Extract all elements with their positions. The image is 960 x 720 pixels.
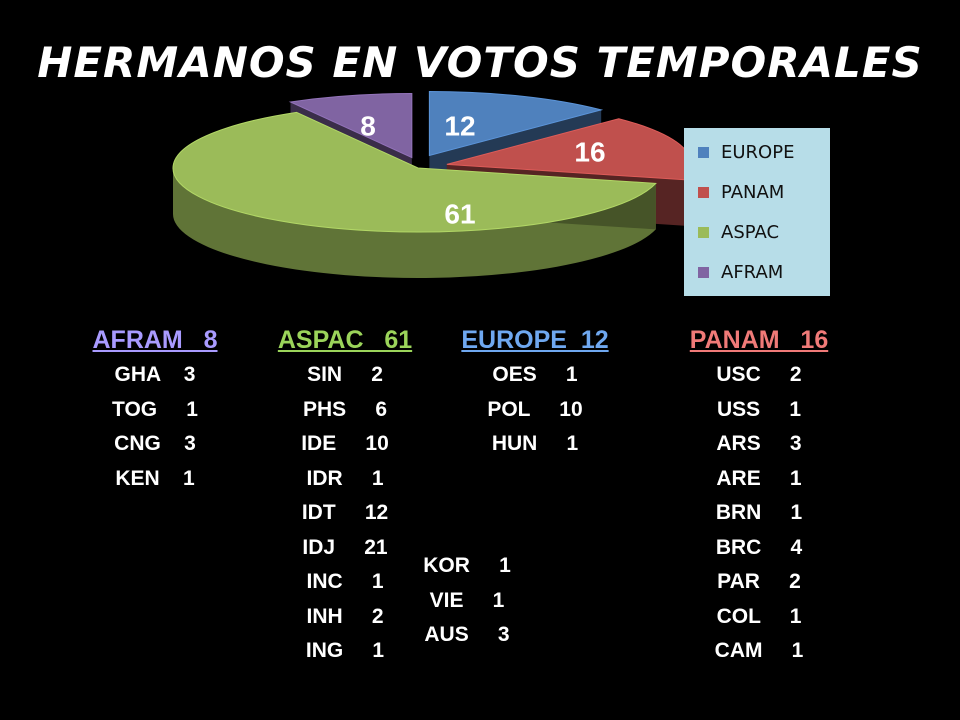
legend-swatch — [698, 226, 709, 238]
country-row: CAM 1 — [714, 639, 804, 662]
country-row: SIN 2 — [307, 363, 383, 386]
legend-entry-panam: PANAM — [698, 180, 784, 204]
country-row: HUN 1 — [491, 432, 579, 455]
country-row: USC 2 — [716, 363, 802, 386]
country-row: IDE 10 — [301, 432, 389, 455]
country-row: IDT 12 — [301, 501, 389, 524]
column-header: AFRAM 8 — [92, 326, 218, 354]
legend-label: AFRAM — [721, 261, 784, 283]
legend-entry-afram: AFRAM — [698, 260, 783, 284]
legend-label: EUROPE — [721, 141, 795, 163]
chart-legend: EUROPE PANAM ASPAC AFRAM — [684, 128, 830, 296]
country-row: COL 1 — [716, 604, 802, 628]
column-panam: PANAM 16 USC 2 USS 1 ARS 3 ARE 1 BRN 1 BRC 4 PA… — [664, 322, 854, 669]
legend-label: ASPAC — [721, 221, 780, 243]
country-row: IDR 1 — [306, 466, 384, 490]
country-row: ARE 1 — [716, 466, 802, 490]
column-europe-extra: KOR 1 VIE 1 AUS 3 — [372, 549, 562, 653]
country-row: ING 1 — [305, 639, 385, 662]
legend-entry-europe: EUROPE — [698, 140, 794, 164]
country-row: CNG 3 — [114, 432, 196, 455]
column-europe: EUROPE 12 OES 1 POL 10 HUN 1 — [440, 322, 630, 462]
country-row: POL 10 — [487, 397, 583, 421]
country-row: VIE 1 — [429, 588, 505, 612]
legend-entry-aspac: ASPAC — [698, 220, 779, 244]
pie-label-afram: 8 — [360, 110, 376, 141]
pie-slice-europe — [428, 91, 604, 157]
country-row: OES 1 — [492, 363, 578, 386]
legend-label: PANAM — [721, 181, 785, 203]
country-row: KEN 1 — [115, 466, 195, 490]
country-row: BRC 4 — [715, 535, 803, 559]
pie-label-panam: 16 — [574, 136, 605, 167]
legend-swatch — [698, 186, 709, 198]
country-row: IDJ 21 — [302, 535, 388, 559]
country-row: PHS 6 — [302, 397, 388, 421]
country-row: KOR 1 — [423, 554, 511, 577]
country-row: INH 2 — [306, 604, 384, 628]
pie-label-europe: 12 — [444, 110, 475, 141]
country-row: AUS 3 — [424, 623, 510, 646]
country-row: ARS 3 — [716, 432, 802, 455]
country-row: GHA 3 — [114, 363, 196, 386]
legend-swatch — [698, 266, 709, 278]
country-row: PAR 2 — [717, 570, 801, 593]
pie-label-aspac: 61 — [444, 198, 475, 229]
column-header: EUROPE 12 — [461, 326, 609, 354]
column-aspac: ASPAC 61 SIN 2 PHS 6 IDE 10 IDR 1 IDT 12 IDJ 2… — [250, 322, 440, 669]
pie-slice-afram — [288, 93, 413, 159]
column-header: ASPAC 61 — [277, 326, 413, 354]
pie-slice-aspac — [172, 111, 657, 233]
legend-swatch — [698, 146, 709, 158]
country-row: BRN 1 — [715, 501, 803, 524]
country-row: USS 1 — [716, 397, 802, 421]
column-header: PANAM 16 — [689, 326, 829, 354]
pie-chart: 12 16 61 8 — [172, 91, 693, 278]
chart-title: HERMANOS EN VOTOS TEMPORALES — [37, 38, 923, 87]
pie-side-aspac — [173, 168, 656, 278]
country-row: INC 1 — [306, 570, 384, 593]
country-row: TOG 1 — [112, 397, 198, 421]
column-afram: AFRAM 8 GHA 3 TOG 1 CNG 3 KEN 1 — [60, 322, 250, 496]
